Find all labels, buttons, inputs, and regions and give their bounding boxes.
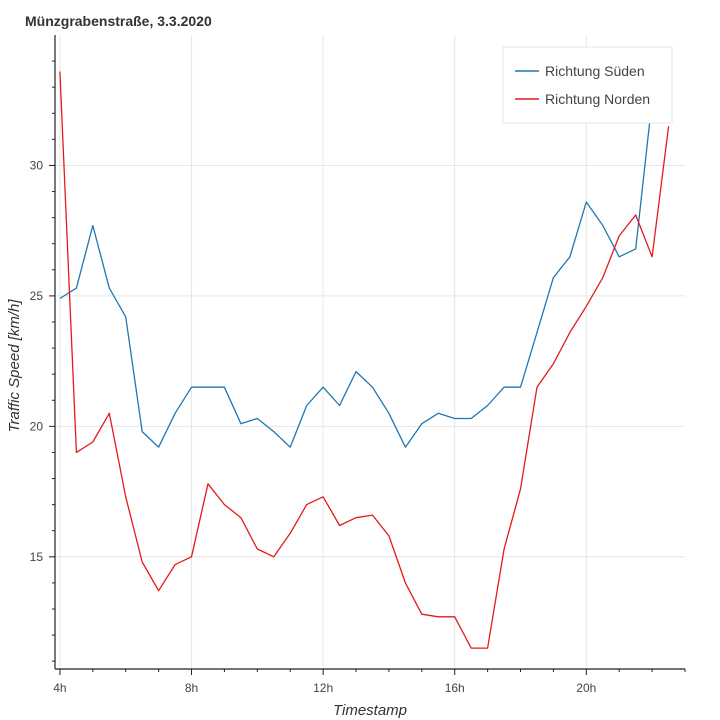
series-line-1 <box>59 60 670 448</box>
y-tick-label: 20 <box>30 419 44 433</box>
series-line-2 <box>59 71 670 649</box>
y-axis-title: Traffic Speed [km/h] <box>6 299 23 433</box>
x-tick-label: 16h <box>445 681 465 695</box>
legend-label-1: Richtung Süden <box>545 63 645 79</box>
x-axis-title: Timestamp <box>333 702 407 719</box>
series-lines <box>59 60 670 649</box>
y-tick-label: 30 <box>30 158 44 172</box>
x-tick-label: 12h <box>313 681 333 695</box>
grid-lines <box>55 35 685 669</box>
legend-box <box>502 46 673 124</box>
plot-area: 4h 8h 12h 16h 20h 15 20 25 30 <box>30 35 686 695</box>
y-tick-label: 25 <box>30 289 44 303</box>
x-tick-label: 4h <box>53 681 66 695</box>
y-axis-ticks: 15 20 25 30 <box>30 60 55 662</box>
legend: Richtung Süden Richtung Norden <box>502 46 673 124</box>
x-tick-label: 8h <box>185 681 198 695</box>
y-tick-label: 15 <box>30 550 44 564</box>
x-axis-ticks: 4h 8h 12h 16h 20h <box>53 669 686 695</box>
chart-title: Münzgrabenstraße, 3.3.2020 <box>25 13 212 29</box>
x-tick-label: 20h <box>576 681 596 695</box>
legend-label-2: Richtung Norden <box>545 91 650 107</box>
